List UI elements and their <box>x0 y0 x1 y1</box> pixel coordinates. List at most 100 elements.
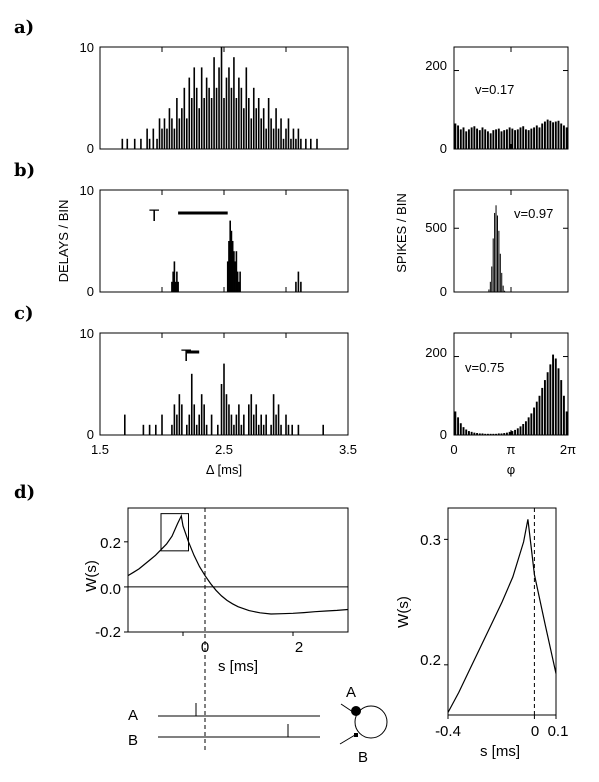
panel-label-a: a) <box>14 17 34 38</box>
c-right-bar <box>484 433 487 435</box>
c-left-bar <box>260 414 262 435</box>
a-left-bar <box>238 77 240 149</box>
c-left-bar <box>161 414 163 435</box>
c-right-bar <box>473 432 476 435</box>
ytick-a-left-10: 10 <box>80 40 94 55</box>
a-right-bar <box>524 129 527 149</box>
a-right-bar <box>503 130 506 149</box>
a-left-bar <box>223 98 225 149</box>
panel-label-d: d) <box>14 482 35 503</box>
annotation-c-left-T: T <box>181 346 191 365</box>
a-left-bar <box>146 128 148 149</box>
a-left-bar <box>316 138 318 149</box>
chart-marks <box>99 46 569 719</box>
ylabel-d-right: W(s) <box>395 596 412 628</box>
ytick-a-right-0: 0 <box>440 141 447 156</box>
c-right-bar <box>500 433 503 435</box>
ytick-a-right-200: 200 <box>425 58 447 73</box>
a-left-bar <box>183 87 186 149</box>
a-right-bar <box>511 128 514 149</box>
a-left-bar <box>252 87 255 149</box>
a-right-bar <box>560 123 563 149</box>
c-left-bar <box>171 424 173 435</box>
spike-label-b: B <box>128 732 138 749</box>
c-right-bar <box>489 433 492 435</box>
a-left-bar <box>161 128 163 149</box>
c-right-bar <box>511 431 514 435</box>
c-right-bar <box>560 380 563 435</box>
c-left-bar <box>240 424 243 435</box>
c-right-bar <box>522 424 525 435</box>
synapse-a-dot <box>351 706 361 716</box>
c-right-bar <box>538 395 541 435</box>
b-left-bar <box>231 241 234 292</box>
a-left-bar <box>220 47 223 149</box>
synapse-b-dot <box>354 733 358 737</box>
a-right-bar <box>527 130 530 149</box>
a-right-bar <box>557 120 560 149</box>
b-right-bar <box>496 215 498 292</box>
ytick-b-right-0: 0 <box>440 284 447 299</box>
c-right-bar <box>546 372 549 435</box>
a-right-bar <box>459 129 462 149</box>
a-right-bar <box>484 129 487 149</box>
b-left-bar <box>233 251 235 292</box>
a-right-bar <box>546 119 549 149</box>
synapse-b-line <box>339 734 356 745</box>
ytick-d-left-0.0: 0.0 <box>100 581 121 598</box>
xlabel-d-right: s [ms] <box>480 743 520 760</box>
spike-diagram: A B A B <box>128 684 388 766</box>
b-left-bar <box>235 251 238 292</box>
spike-label-a: A <box>128 707 138 724</box>
c-left-bar <box>200 394 203 435</box>
a-left-bar <box>277 128 280 149</box>
c-left-bar <box>193 404 196 435</box>
c-right-bar <box>552 354 555 435</box>
xtick-c-left-1.5: 1.5 <box>91 442 109 457</box>
a-left-bar <box>190 98 193 149</box>
a-right-bar <box>470 127 473 149</box>
c-left-bar <box>285 414 287 435</box>
c-left-bar <box>297 424 300 435</box>
c-left-bar <box>248 404 250 435</box>
ytick-d-left-0.2: 0.2 <box>100 535 121 552</box>
b-left-bar <box>300 281 302 292</box>
b-right-bar <box>498 230 500 292</box>
xtick-d-right--0.4: -0.4 <box>435 723 461 740</box>
c-right-bar <box>476 433 479 435</box>
a-left-bar <box>280 118 282 149</box>
c-right-bar <box>470 431 473 435</box>
b-right-bar <box>495 205 497 292</box>
b-right-bar <box>492 238 494 292</box>
a-right-bar <box>514 130 517 149</box>
a-left-bar <box>245 67 248 149</box>
c-right-bar <box>549 364 552 435</box>
a-left-bar <box>290 138 292 149</box>
c-left-bar <box>291 424 293 435</box>
c-left-bar <box>230 414 233 435</box>
c-left-bar <box>322 424 324 435</box>
a-left-bar <box>257 98 260 149</box>
c-left-bar <box>124 414 126 435</box>
c-left-bar <box>142 424 145 435</box>
ytick-d-right-0.2: 0.2 <box>420 652 441 669</box>
panel-label-c: c) <box>14 303 33 324</box>
a-right-bar <box>562 125 565 149</box>
a-left-bar <box>152 128 155 149</box>
a-right-bar <box>481 127 484 149</box>
c-right-bar <box>565 411 568 435</box>
b-left-bar <box>297 271 300 292</box>
c-right-bar <box>486 433 489 435</box>
a-left-bar <box>275 108 277 149</box>
a-right-bar <box>492 130 495 149</box>
c-left-bar <box>275 414 277 435</box>
c-right-bar <box>503 433 506 435</box>
b-left-bar <box>234 261 236 292</box>
ytick-b-left-10: 10 <box>80 183 94 198</box>
c-right-bar <box>505 432 508 435</box>
c-left-bar <box>270 424 272 435</box>
frame-d-right <box>447 507 557 716</box>
xtick-d-left-0: 0 <box>201 639 209 656</box>
a-left-bar <box>158 118 161 149</box>
